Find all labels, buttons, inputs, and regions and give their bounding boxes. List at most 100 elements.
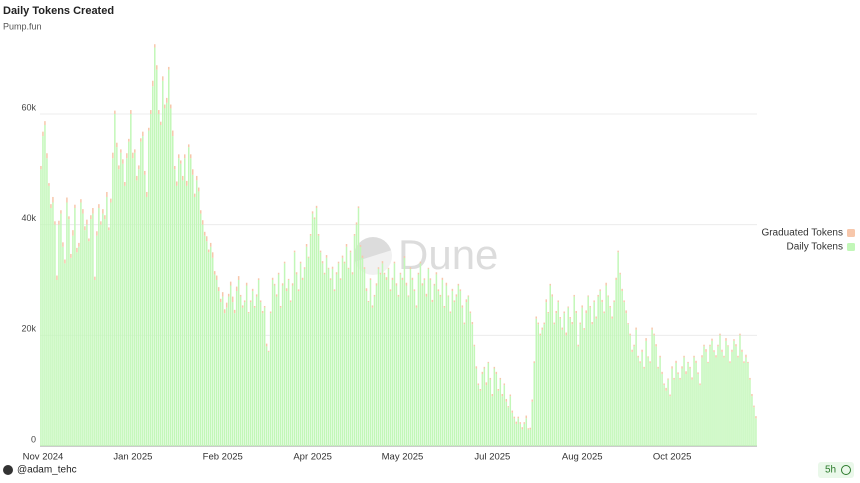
bar xyxy=(417,272,420,275)
bar xyxy=(257,278,260,280)
bar xyxy=(429,279,432,446)
bar xyxy=(409,267,412,269)
bar xyxy=(213,274,216,446)
bar xyxy=(156,69,158,446)
bar xyxy=(483,366,486,369)
bar xyxy=(385,277,388,280)
bar xyxy=(261,310,264,314)
bar xyxy=(589,307,591,446)
bar xyxy=(182,175,184,181)
bar xyxy=(655,344,657,347)
bar xyxy=(593,300,595,303)
bar xyxy=(691,377,693,380)
bar xyxy=(615,279,617,446)
bar xyxy=(301,279,304,446)
bar xyxy=(453,300,456,303)
bar xyxy=(487,362,490,446)
bar xyxy=(657,368,659,446)
bar xyxy=(585,310,587,314)
bar xyxy=(237,279,240,446)
bar xyxy=(733,339,735,341)
bar xyxy=(60,213,62,446)
bar xyxy=(491,396,494,446)
bar xyxy=(365,288,368,292)
bar xyxy=(247,312,250,314)
bar xyxy=(523,422,526,424)
bar xyxy=(108,230,110,446)
bar xyxy=(164,104,166,109)
bar xyxy=(46,158,48,446)
bar xyxy=(525,418,528,446)
bar xyxy=(519,422,522,424)
bar xyxy=(453,302,456,446)
bar xyxy=(675,362,677,446)
bar xyxy=(545,299,547,303)
bar xyxy=(711,338,713,341)
bar xyxy=(76,247,78,253)
bar xyxy=(755,418,757,446)
bar xyxy=(429,278,432,280)
bar xyxy=(166,97,168,103)
bar xyxy=(663,383,665,386)
y-tick-label: 20k xyxy=(21,324,36,334)
bar xyxy=(509,394,512,397)
bar xyxy=(609,305,611,308)
bar xyxy=(465,299,468,303)
bar xyxy=(241,307,244,446)
bar xyxy=(283,261,286,264)
bar xyxy=(619,272,621,275)
bar xyxy=(387,268,390,446)
bar xyxy=(100,224,102,446)
bar xyxy=(681,366,683,369)
bar xyxy=(697,374,699,446)
bar xyxy=(54,224,56,446)
bar xyxy=(435,272,438,275)
bar xyxy=(311,213,314,446)
bar xyxy=(459,289,462,292)
bar xyxy=(645,338,647,341)
bar xyxy=(597,296,599,446)
bar xyxy=(182,180,184,446)
bar xyxy=(104,215,106,220)
bar xyxy=(485,382,488,386)
bar xyxy=(681,368,683,446)
x-tick-label: Nov 2024 xyxy=(23,452,64,463)
bar xyxy=(405,282,408,286)
bar xyxy=(321,261,324,264)
bar xyxy=(647,356,649,358)
bar xyxy=(269,311,272,314)
bar xyxy=(62,246,64,446)
bar xyxy=(477,385,480,446)
bar xyxy=(263,307,266,446)
bar xyxy=(74,208,76,446)
bar xyxy=(305,244,308,247)
legend-swatch xyxy=(847,243,855,251)
x-tick-label: Aug 2025 xyxy=(562,452,603,463)
bar xyxy=(741,351,743,446)
bar xyxy=(365,291,368,446)
bar xyxy=(413,291,416,446)
bar xyxy=(611,318,613,446)
bar xyxy=(617,252,619,446)
bar xyxy=(373,296,376,446)
bar xyxy=(539,333,542,336)
bar xyxy=(473,346,476,446)
bar xyxy=(80,199,82,203)
bar xyxy=(201,220,204,225)
bar xyxy=(275,296,278,446)
bar xyxy=(625,313,627,446)
bar xyxy=(627,324,629,446)
bar xyxy=(245,282,248,286)
bar xyxy=(369,279,372,446)
bar xyxy=(695,362,697,446)
bar xyxy=(731,349,733,352)
bar xyxy=(52,196,54,203)
bar xyxy=(709,344,711,347)
bar xyxy=(335,274,338,446)
bar xyxy=(741,349,743,352)
bar xyxy=(493,368,496,446)
bar xyxy=(162,80,164,447)
bar xyxy=(691,379,693,446)
bar xyxy=(555,310,557,314)
bar xyxy=(661,374,663,446)
